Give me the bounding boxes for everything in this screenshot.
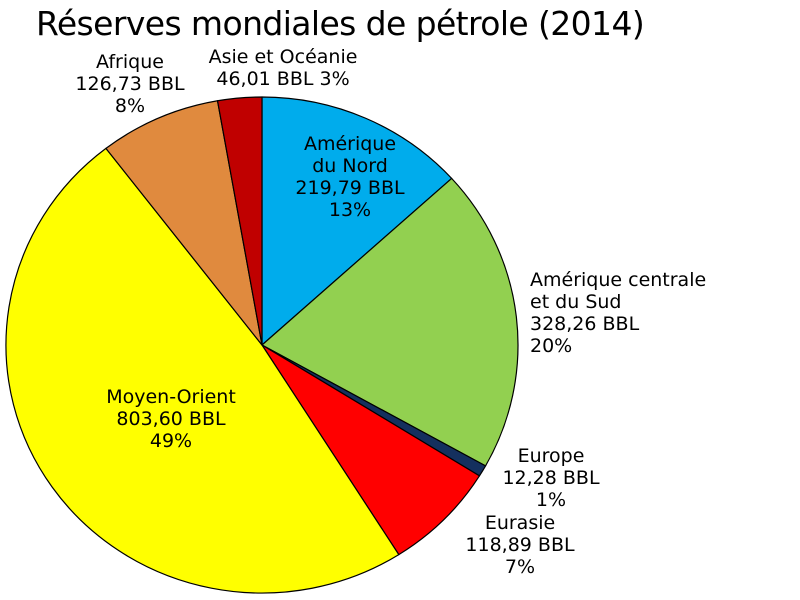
- pie-slice-amerique-du-nord: [261, 96, 453, 346]
- pie-slice-eurasie: [261, 344, 481, 556]
- slice-label-line: du Nord: [312, 155, 388, 177]
- slice-label-line: Amérique centrale: [530, 269, 707, 291]
- slice-label-moyen-orient: Moyen-Orient 803,60 BBL 49%: [106, 386, 236, 452]
- slice-label-line: Eurasie: [484, 512, 556, 534]
- pie-slice-afrique: [105, 100, 263, 346]
- slice-label-line: Asie et Océanie: [208, 46, 358, 68]
- slice-label-line: 49%: [149, 430, 193, 452]
- slice-label-line: 219,79 BBL: [295, 177, 405, 199]
- slice-label-line: 118,89 BBL: [465, 534, 575, 556]
- slice-label-line: Afrique: [96, 51, 164, 73]
- slice-label-europe: Europe 12,28 BBL 1%: [502, 445, 599, 511]
- slice-label-eurasie: Eurasie 118,89 BBL 7%: [465, 512, 574, 578]
- slice-label-line: et du Sud: [530, 291, 622, 313]
- slice-label-line: Amérique: [303, 133, 397, 155]
- slice-label-line: 20%: [530, 335, 573, 357]
- slice-label-line: 126,73 BBL: [75, 73, 185, 95]
- slice-label-amerique-du-nord: Amérique du Nord 219,79 BBL 13%: [295, 133, 404, 221]
- slice-label-line: 12,28 BBL: [502, 467, 600, 489]
- slice-label-amerique-centrale-et-du-sud: Amérique centrale et du Sud 328,26 BBL 2…: [530, 269, 706, 357]
- pie-slice-asie-et-oceanie: [216, 96, 263, 346]
- slice-label-line: 7%: [504, 556, 536, 578]
- chart-title: Réserves mondiales de pétrole (2014): [36, 4, 645, 43]
- slice-label-line: 328,26 BBL: [530, 313, 640, 335]
- slice-label-line: 13%: [328, 199, 372, 221]
- slice-label-line: 803,60 BBL: [116, 408, 226, 430]
- slice-label-line: Moyen-Orient: [106, 386, 236, 408]
- slice-label-line: 1%: [535, 489, 567, 511]
- pie-slice-amerique-centrale-et-du-sud: [261, 177, 519, 467]
- slice-label-afrique: Afrique 126,73 BBL 8%: [75, 51, 184, 117]
- slice-label-line: 46,01 BBL 3%: [216, 68, 350, 90]
- pie-slice-moyen-orient: [5, 147, 400, 594]
- slice-label-asie-et-oceanie: Asie et Océanie 46,01 BBL 3%: [209, 46, 358, 90]
- slice-label-line: 8%: [114, 95, 146, 117]
- slice-label-line: Europe: [517, 445, 585, 467]
